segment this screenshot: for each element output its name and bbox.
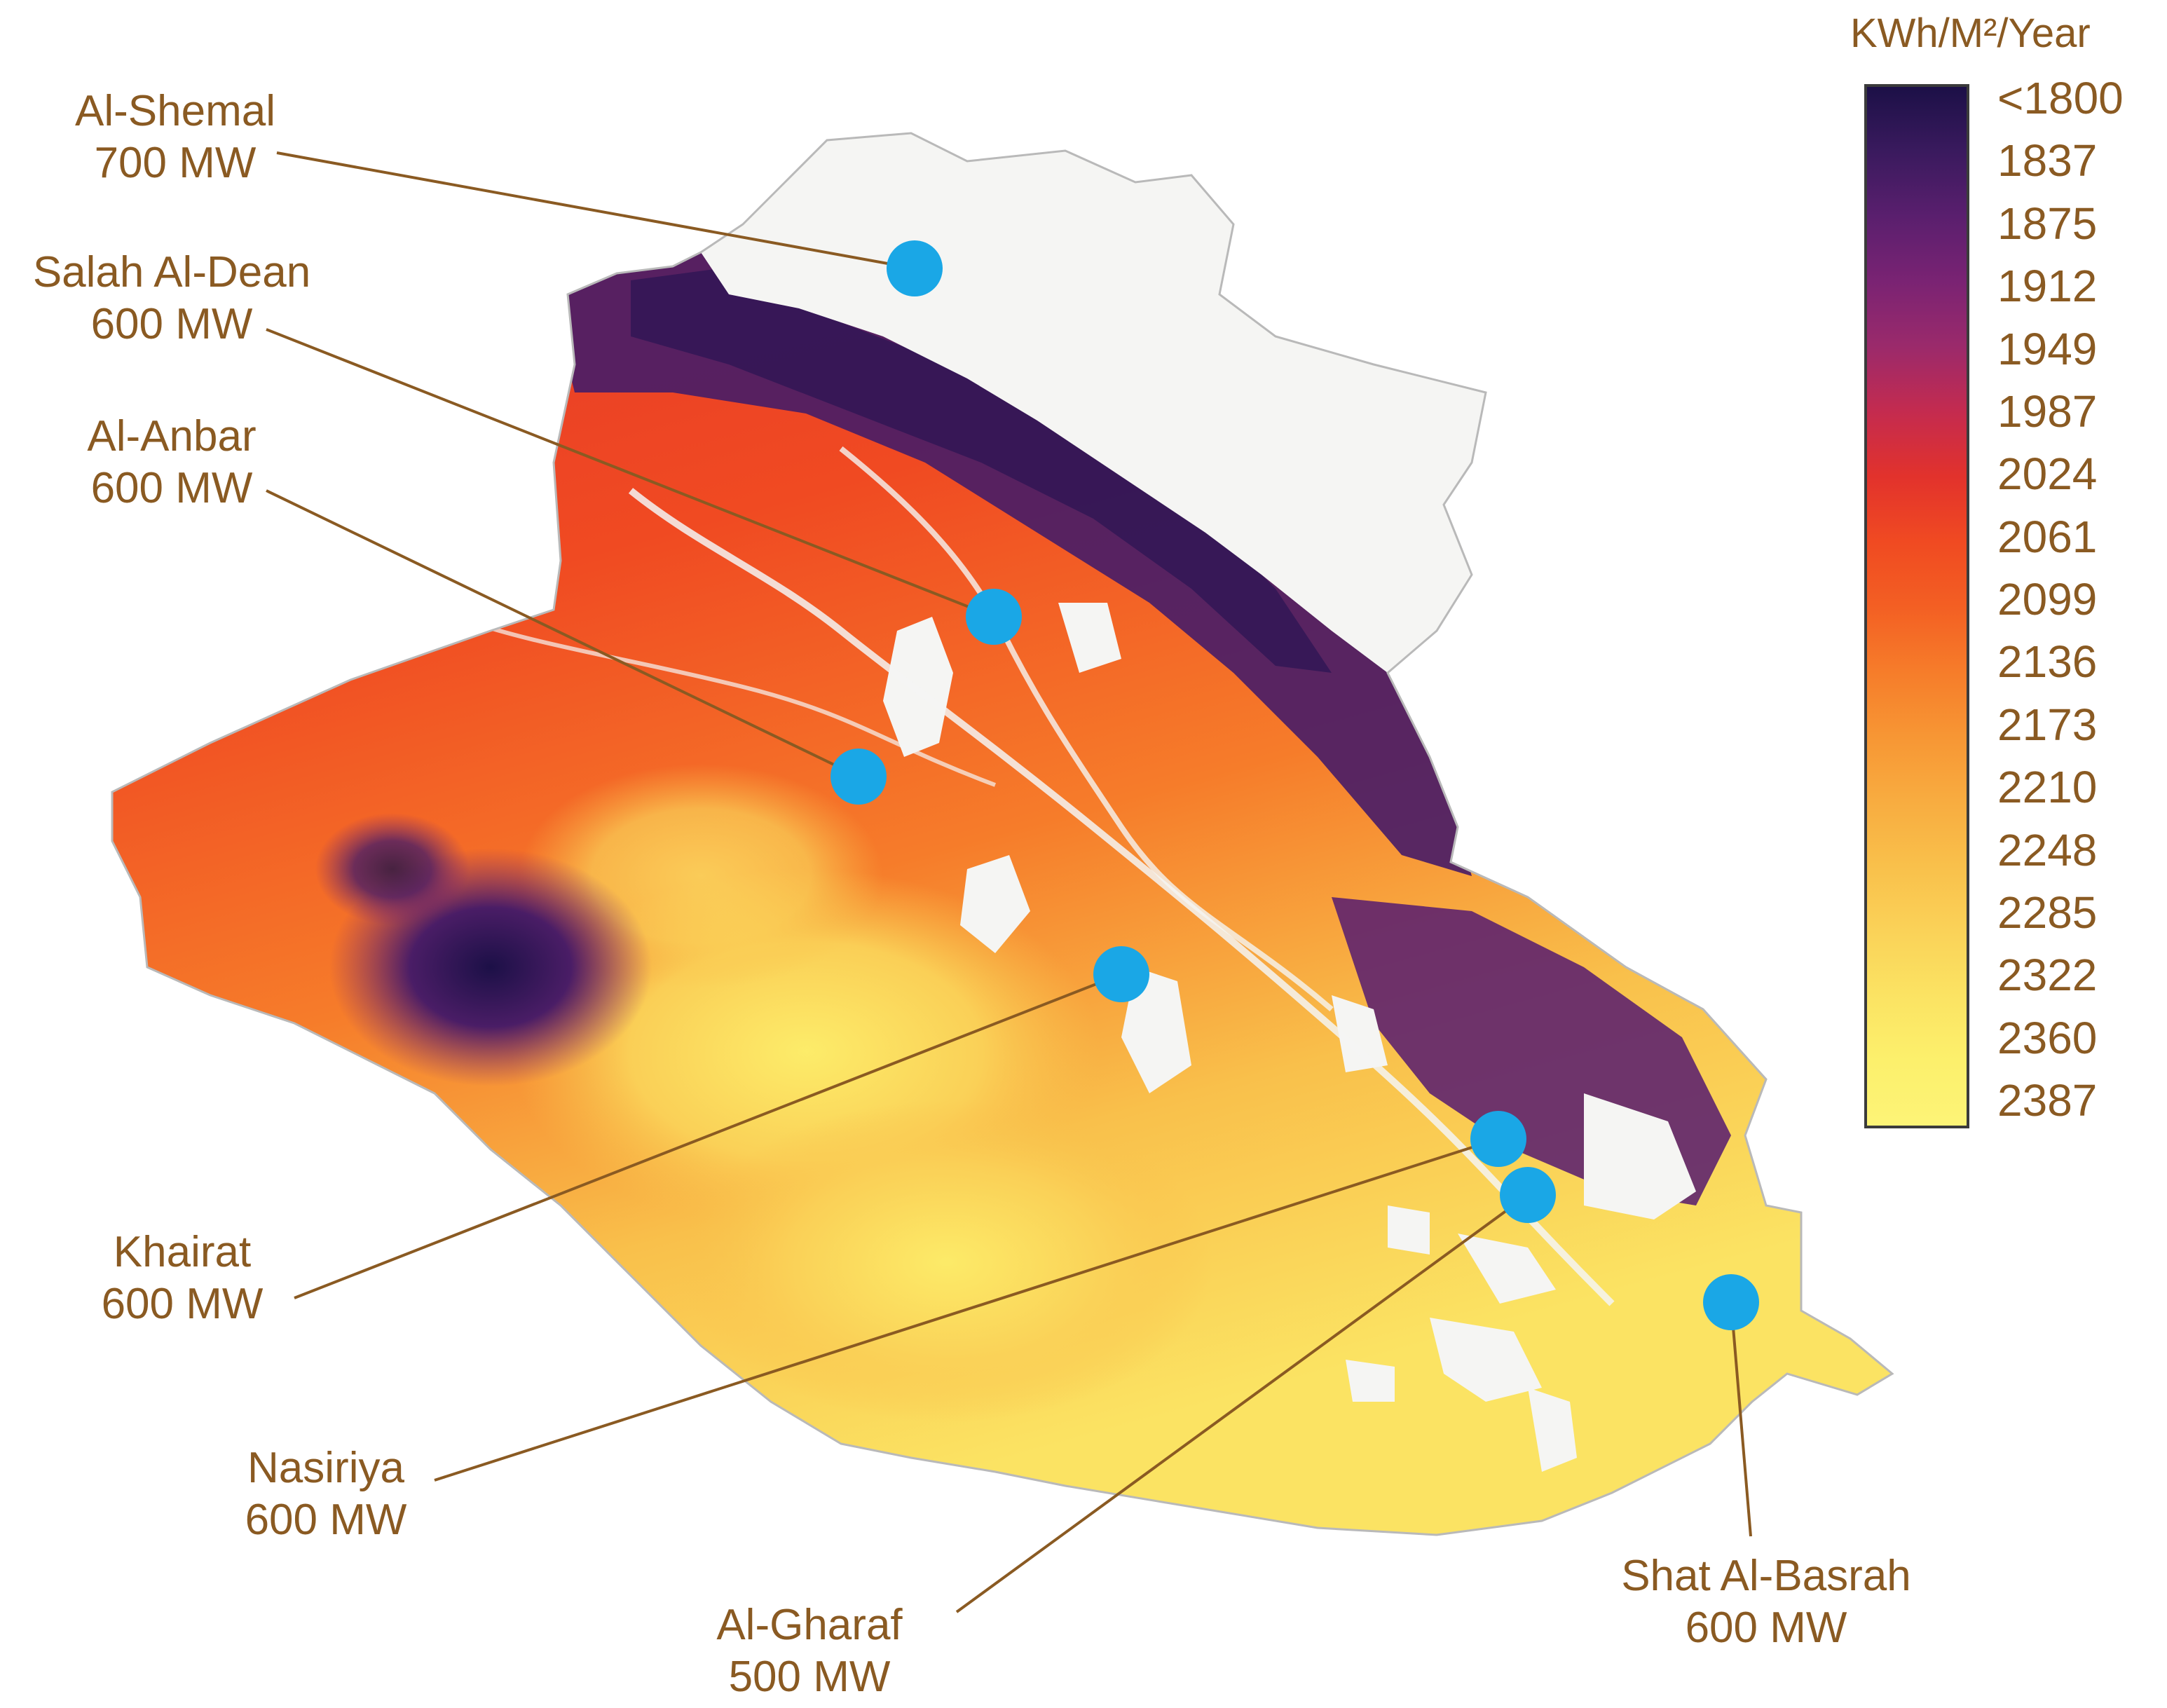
legend-tick-label: 2024 <box>1997 449 2098 500</box>
legend-tick-label: 2285 <box>1997 887 2098 938</box>
low-irradiance-patch <box>315 813 470 925</box>
legend-tick-label: 2061 <box>1997 511 2098 562</box>
label-shat-al-basrah: Shat Al-Basrah 600 MW <box>1584 1550 1948 1654</box>
legend-tick-label: <1800 <box>1997 73 2124 123</box>
no-data-patch <box>1332 995 1388 1072</box>
legend-tick-label: 1949 <box>1997 323 2098 374</box>
legend-tick-label: 1875 <box>1997 198 2098 249</box>
legend-tick-label: 1837 <box>1997 135 2098 186</box>
plant-name: Shat Al-Basrah <box>1621 1552 1911 1600</box>
plant-capacity: 600 MW <box>90 464 253 512</box>
plant-name: Nasiriya <box>247 1444 404 1492</box>
marker-salah-al-dean[interactable] <box>966 589 1022 645</box>
label-al-anbar: Al-Anbar 600 MW <box>56 411 287 514</box>
northern-purple-band <box>547 231 1472 876</box>
leader-line-khairat <box>294 973 1122 1299</box>
legend-tick-label: 2210 <box>1997 762 2098 813</box>
marker-khairat[interactable] <box>1093 946 1149 1002</box>
plant-capacity: 700 MW <box>94 139 257 187</box>
wadi-line <box>454 615 997 787</box>
legend-tick-label: 1912 <box>1997 261 2098 312</box>
no-data-patch <box>1058 603 1121 673</box>
marker-al-shemal[interactable] <box>887 240 943 296</box>
plant-capacity: 600 MW <box>101 1280 264 1328</box>
leader-line-salah-al-dean <box>266 328 994 618</box>
plant-capacity: 600 MW <box>1685 1604 1847 1652</box>
plant-name: Al-Shemal <box>75 87 275 135</box>
plant-markers <box>830 240 1759 1330</box>
northern-dark-band <box>631 266 1332 673</box>
no-data-patch <box>1584 1093 1696 1219</box>
marker-al-gharaf[interactable] <box>1500 1167 1556 1223</box>
plant-capacity: 600 MW <box>90 300 253 348</box>
marker-shat-al-basrah[interactable] <box>1703 1274 1759 1330</box>
plant-name: Al-Anbar <box>87 412 257 460</box>
high-irradiance-zone-south <box>680 1100 1212 1423</box>
label-khairat: Khairat 600 MW <box>70 1227 294 1330</box>
marker-al-anbar[interactable] <box>830 749 887 805</box>
legend-tick-label: 2360 <box>1997 1012 2098 1063</box>
legend-ticks: <1800 1837 1875 1912 1949 1987 2024 2061 2099 213… <box>1997 73 2152 1128</box>
legend-tick-label: 2248 <box>1997 824 2098 875</box>
label-nasiriya: Nasiriya 600 MW <box>210 1442 442 1546</box>
heatmap-layers <box>315 133 1731 1472</box>
no-data-patch <box>1388 1205 1430 1255</box>
plant-capacity: 600 MW <box>245 1496 407 1544</box>
label-salah-al-dean: Salah Al-Dean 600 MW <box>7 247 336 350</box>
legend-tick-label: 2136 <box>1997 636 2098 688</box>
label-al-shemal: Al-Shemal 700 MW <box>56 86 294 189</box>
no-data-patch <box>1430 1318 1542 1402</box>
label-al-gharaf: Al-Gharaf 500 MW <box>694 1599 925 1703</box>
plant-name: Salah Al-Dean <box>32 248 311 296</box>
plant-name: Khairat <box>113 1228 252 1276</box>
no-data-patch <box>1458 1234 1556 1304</box>
no-data-patch <box>960 855 1030 953</box>
river-line <box>839 446 1334 1012</box>
no-data-patch <box>1528 1388 1577 1472</box>
leader-line-al-anbar <box>266 489 859 778</box>
legend-tick-label: 2099 <box>1997 574 2098 624</box>
legend-color-bar <box>1864 84 1969 1128</box>
legend-tick-label: 2322 <box>1997 950 2098 1001</box>
legend-tick-label: 2387 <box>1997 1075 2098 1126</box>
marker-nasiriya[interactable] <box>1470 1111 1526 1167</box>
plant-name: Al-Gharaf <box>716 1601 903 1649</box>
leader-line-al-shemal <box>276 151 915 270</box>
legend-tick-label: 1987 <box>1997 385 2098 437</box>
legend-unit: KWh/M²/Year <box>1850 11 2091 56</box>
legend-tick-label: 2173 <box>1997 699 2098 750</box>
leader-line-al-gharaf <box>955 1194 1529 1613</box>
no-data-patch <box>1346 1360 1395 1402</box>
river-line <box>628 488 1615 1306</box>
leader-line-nasiriya <box>434 1137 1499 1482</box>
plant-capacity: 500 MW <box>728 1653 891 1701</box>
no-data-patch <box>1121 967 1191 1093</box>
leader-line-shat-al-basrah <box>1730 1302 1752 1537</box>
leader-lines <box>266 151 1752 1613</box>
